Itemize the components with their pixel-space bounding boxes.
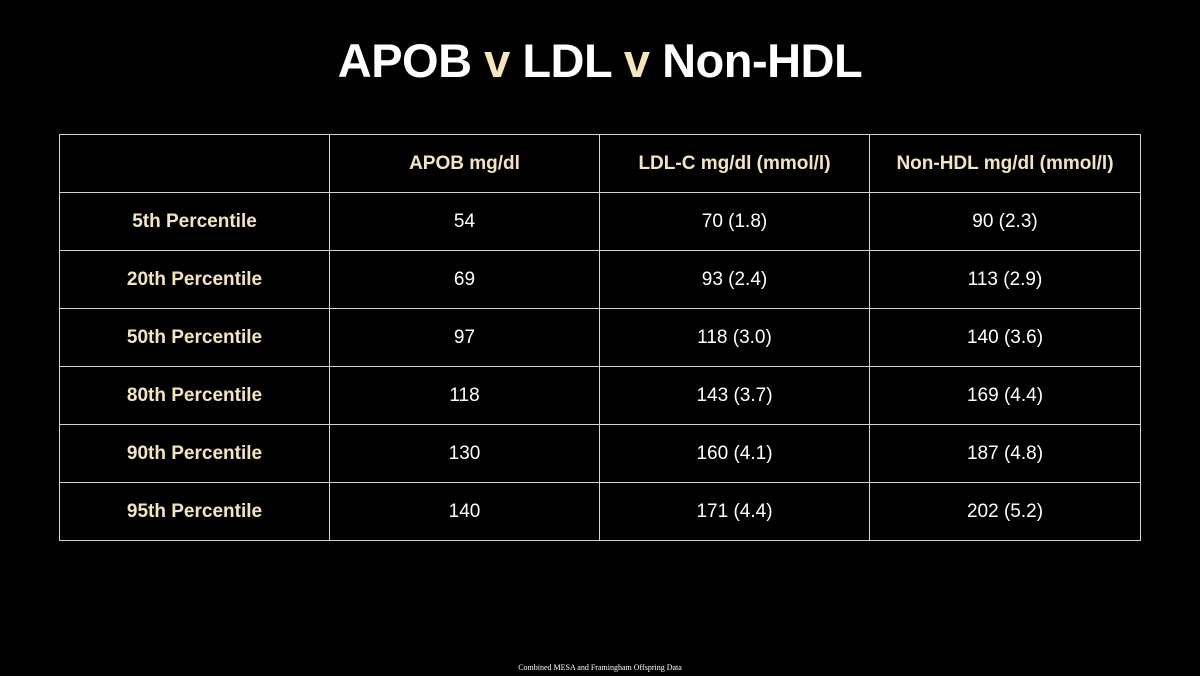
row-label: 90th Percentile: [59, 424, 330, 483]
row-label: 80th Percentile: [59, 366, 330, 425]
table-row: 90th Percentile 130 160 (4.1) 187 (4.8): [59, 424, 1141, 483]
ldl-value: 93 (2.4): [599, 250, 870, 309]
ldl-value: 171 (4.4): [599, 482, 870, 541]
non-hdl-value: 187 (4.8): [869, 424, 1141, 483]
table-header-row: APOB mg/dl LDL-C mg/dl (mmol/l) Non-HDL …: [59, 134, 1141, 193]
row-label: 50th Percentile: [59, 308, 330, 367]
non-hdl-value: 140 (3.6): [869, 308, 1141, 367]
non-hdl-value: 90 (2.3): [869, 192, 1141, 251]
apob-value: 130: [329, 424, 600, 483]
title-separator-2: v: [623, 34, 650, 87]
table-row: 5th Percentile 54 70 (1.8) 90 (2.3): [59, 192, 1141, 251]
row-label: 5th Percentile: [59, 192, 330, 251]
apob-value: 118: [329, 366, 600, 425]
title-non-hdl: Non-HDL: [649, 34, 863, 87]
ldl-value: 70 (1.8): [599, 192, 870, 251]
non-hdl-value: 202 (5.2): [869, 482, 1141, 541]
apob-value: 97: [329, 308, 600, 367]
header-blank-cell: [59, 134, 330, 193]
header-apob: APOB mg/dl: [329, 134, 600, 193]
row-label: 20th Percentile: [59, 250, 330, 309]
ldl-value: 143 (3.7): [599, 366, 870, 425]
table-row: 95th Percentile 140 171 (4.4) 202 (5.2): [59, 482, 1141, 541]
slide-title: APOB v LDL v Non-HDL: [0, 32, 1200, 90]
non-hdl-value: 169 (4.4): [869, 366, 1141, 425]
apob-value: 140: [329, 482, 600, 541]
apob-value: 69: [329, 250, 600, 309]
row-label: 95th Percentile: [59, 482, 330, 541]
title-separator-1: v: [484, 34, 510, 87]
source-footnote: Combined MESA and Framingham Offspring D…: [518, 663, 682, 672]
apob-value: 54: [329, 192, 600, 251]
ldl-value: 160 (4.1): [599, 424, 870, 483]
table-row: 80th Percentile 118 143 (3.7) 169 (4.4): [59, 366, 1141, 425]
non-hdl-value: 113 (2.9): [869, 250, 1141, 309]
table-row: 20th Percentile 69 93 (2.4) 113 (2.9): [59, 250, 1141, 309]
header-non-hdl: Non-HDL mg/dl (mmol/l): [869, 134, 1141, 193]
table-row: 50th Percentile 97 118 (3.0) 140 (3.6): [59, 308, 1141, 367]
ldl-value: 118 (3.0): [599, 308, 870, 367]
title-apob: APOB: [337, 34, 485, 87]
header-ldl-c: LDL-C mg/dl (mmol/l): [599, 134, 870, 193]
title-ldl: LDL: [509, 34, 624, 87]
percentile-table: APOB mg/dl LDL-C mg/dl (mmol/l) Non-HDL …: [59, 134, 1141, 541]
